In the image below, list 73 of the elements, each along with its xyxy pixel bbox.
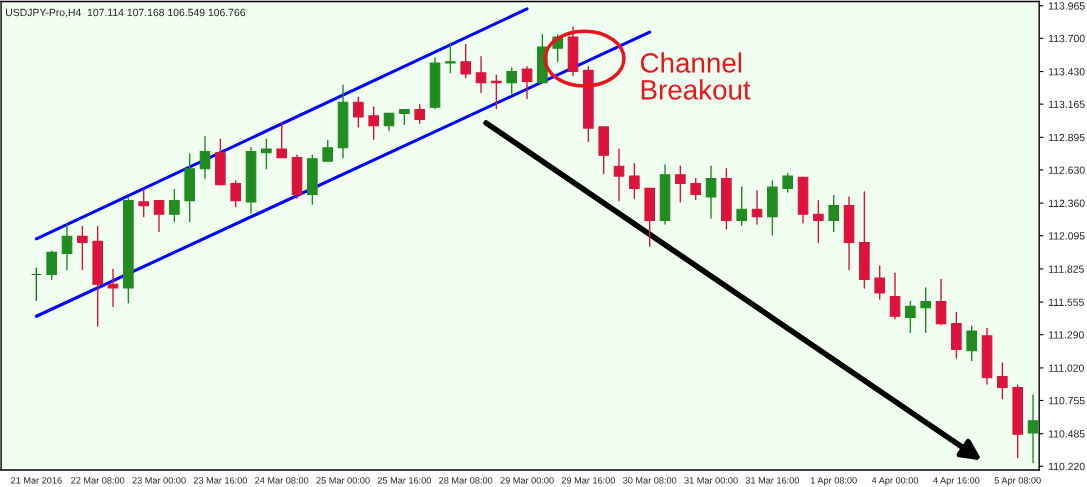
x-tick-label: 25 Mar 16:00 (377, 477, 432, 484)
x-tick-label: 21 Mar 2016 (11, 477, 62, 484)
candlestick (874, 265, 886, 300)
candlestick (736, 186, 748, 226)
candlestick (521, 65, 533, 100)
candlestick (828, 195, 840, 233)
candlestick (153, 199, 165, 233)
candlestick (353, 96, 364, 128)
text: USDJPY-Pro,H4 107.114 107.168 106.549 106.766 (6, 8, 246, 18)
candlestick (138, 188, 149, 218)
y-tick-label: 111.290 (1048, 331, 1084, 339)
x-tick-label: 30 Mar 08:00 (623, 477, 677, 484)
y-tick-label: 113.430 (1048, 68, 1085, 76)
candlestick (629, 163, 640, 199)
candlestick (460, 43, 472, 79)
x-tick-label: 29 Mar 16:00 (561, 477, 616, 484)
x-tick-label: 4 Apr 00:00 (871, 477, 919, 486)
candlestick (506, 67, 518, 95)
x-tick-label: 29 Mar 00:00 (500, 477, 554, 484)
y-tick-label: 113.965 (1048, 2, 1085, 10)
candlestick (107, 268, 119, 308)
x-tick-label: 22 Mar 08:00 (71, 477, 125, 484)
candlestick (199, 136, 211, 180)
x-tick-label: 23 Mar 00:00 (132, 477, 186, 484)
x-tick-label: 25 Mar 00:00 (316, 477, 370, 484)
x-tick-label: 24 Mar 08:00 (255, 477, 309, 484)
y-tick-label: 110.485 (1048, 430, 1085, 438)
candlestick (675, 165, 686, 203)
x-tick-label: 28 Mar 08:00 (439, 477, 493, 484)
y-tick-label: 110.755 (1048, 396, 1085, 405)
y-tick-label: 110.220 (1048, 462, 1085, 471)
x-tick-label: 31 Mar 16:00 (745, 477, 800, 484)
candlestick (276, 122, 288, 159)
candlestick (230, 180, 241, 208)
candlestick (475, 56, 487, 94)
y-tick-label: 111.555 (1048, 298, 1084, 306)
candlestick (322, 139, 334, 163)
candlestick (169, 188, 180, 223)
candlestick (491, 74, 502, 110)
candlestick (782, 172, 794, 193)
candlestick (935, 278, 947, 326)
y-tick-label: 113.700 (1048, 34, 1085, 43)
candlestick (414, 104, 426, 124)
candlestick (813, 199, 824, 244)
candlestick (705, 165, 717, 219)
candlestick (920, 287, 932, 333)
candlestick (751, 190, 763, 225)
x-tick-label: 1 Apr 08:00 (810, 477, 857, 486)
y-tick-label: 112.095 (1048, 232, 1085, 240)
candlestick (889, 272, 901, 320)
y-tick-label: 113.165 (1048, 100, 1085, 109)
candlestick (445, 42, 456, 74)
y-tick-label: 112.360 (1048, 199, 1085, 207)
candlestick (613, 148, 625, 202)
candlestick (61, 223, 73, 271)
candlestick (905, 300, 916, 333)
y-tick-label: 112.895 (1048, 133, 1085, 142)
x-tick-label: 4 Apr 16:00 (933, 477, 980, 486)
candlestick (368, 106, 380, 140)
y-tick-label: 112.630 (1048, 166, 1085, 174)
x-tick-label: 5 Apr 08:00 (994, 477, 1041, 486)
candlestick (966, 325, 978, 362)
candlestick (46, 250, 57, 281)
y-tick-label: 111.020 (1048, 364, 1084, 372)
candlestick (690, 177, 702, 201)
y-tick-label: 111.825 (1048, 265, 1084, 273)
candlestick (31, 267, 42, 301)
candlestick (77, 225, 88, 271)
x-tick-label: 31 Mar 00:00 (684, 477, 738, 484)
annotation: Channel Breakout (640, 52, 751, 100)
candlestick (261, 138, 272, 170)
candlestick (997, 362, 1008, 400)
x-tick-label: 23 Mar 16:00 (193, 477, 248, 484)
